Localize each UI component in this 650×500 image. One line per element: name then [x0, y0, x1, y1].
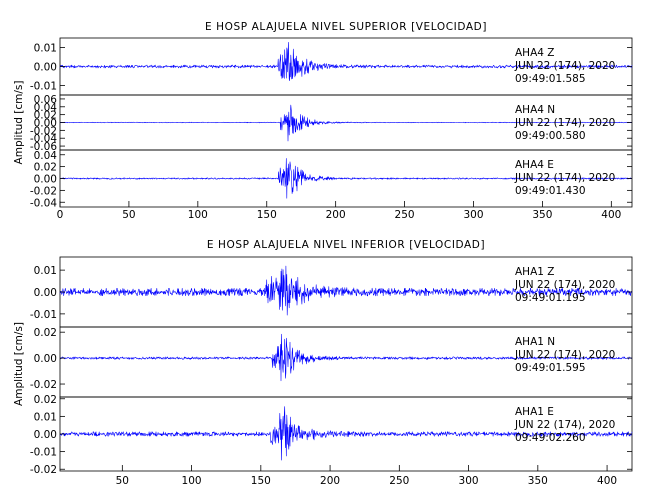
record-time: 09:49:01.585 — [515, 73, 586, 85]
y-tick-label: 0.00 — [34, 62, 57, 74]
y-tick-label: -0.01 — [30, 81, 57, 93]
waveform-trace — [60, 158, 633, 199]
y-tick-label: 0.02 — [34, 110, 57, 122]
panel-aha4-n: 0.060.040.020.00-0.02-0.04-0.06 AHA4 NJUN… — [30, 94, 633, 153]
waveform-trace — [59, 333, 633, 382]
chart-title: E HOSP ALAJUELA NIVEL SUPERIOR [VELOCIDA… — [205, 21, 487, 33]
station-component: AHA1 E — [515, 406, 554, 418]
waveform-trace — [59, 104, 632, 142]
record-date: JUN 22 (174), 2020 — [514, 419, 615, 431]
y-tick-label: -0.01 — [30, 447, 57, 459]
y-tick-label: 0.02 — [34, 394, 57, 406]
record-time: 09:49:01.595 — [515, 362, 586, 374]
y-axis-label: Amplitud [cm/s] — [13, 81, 25, 165]
y-tick-label: 0.00 — [34, 287, 57, 299]
y-tick-label: -0.04 — [30, 197, 57, 209]
x-tick-label: 300 — [459, 475, 479, 487]
x-tick-label: 350 — [532, 209, 552, 221]
x-tick-label: 300 — [463, 209, 483, 221]
y-tick-label: 0.00 — [34, 118, 57, 130]
waveform-trace — [59, 406, 633, 461]
record-date: JUN 22 (174), 2020 — [514, 60, 615, 72]
x-tick-label: 250 — [395, 209, 415, 221]
y-tick-label: -0.02 — [30, 125, 57, 137]
x-tick-label: 250 — [389, 475, 409, 487]
y-tick-label: -0.02 — [30, 185, 57, 197]
y-tick-label: 0.00 — [34, 174, 57, 186]
x-tick-label: 150 — [257, 209, 277, 221]
y-tick-label: -0.02 — [30, 464, 57, 476]
record-date: JUN 22 (174), 2020 — [514, 279, 615, 291]
record-time: 09:49:00.580 — [515, 130, 586, 142]
y-tick-label: 0.02 — [34, 162, 57, 174]
chart-title: E HOSP ALAJUELA NIVEL INFERIOR [VELOCIDA… — [207, 239, 485, 251]
record-date: JUN 22 (174), 2020 — [514, 117, 615, 129]
y-tick-label: 0.00 — [34, 429, 57, 441]
x-tick-label: 0 — [57, 209, 64, 221]
y-tick-label: 0.04 — [34, 102, 58, 114]
y-tick-label: 0.02 — [34, 327, 57, 339]
y-tick-label: -0.06 — [30, 141, 57, 153]
record-time: 09:49:01.430 — [515, 185, 586, 197]
x-tick-label: 350 — [528, 475, 548, 487]
y-tick-label: 0.01 — [34, 265, 57, 277]
y-tick-label: -0.04 — [30, 133, 57, 145]
station-component: AHA4 N — [515, 104, 555, 116]
y-tick-label: 0.01 — [34, 43, 57, 55]
y-axis-label: Amplitud [cm/s] — [13, 322, 25, 406]
chart-nivel-inferior: E HOSP ALAJUELA NIVEL INFERIOR [VELOCIDA… — [13, 239, 633, 487]
x-tick-label: 100 — [188, 209, 208, 221]
station-component: AHA4 E — [515, 159, 554, 171]
x-tick-label: 200 — [326, 209, 346, 221]
x-tick-label: 50 — [116, 475, 129, 487]
y-tick-label: 0.01 — [34, 411, 57, 423]
y-tick-label: 0.04 — [34, 150, 58, 162]
station-component: AHA1 Z — [515, 266, 554, 278]
y-tick-label: 0.06 — [34, 94, 58, 106]
record-date: JUN 22 (174), 2020 — [514, 349, 615, 361]
x-tick-label: 100 — [182, 475, 202, 487]
y-tick-label: 0.00 — [34, 353, 57, 365]
x-tick-label: 50 — [122, 209, 135, 221]
x-tick-label: 400 — [597, 475, 617, 487]
station-component: AHA1 N — [515, 336, 555, 348]
record-time: 09:49:02.260 — [515, 432, 586, 444]
station-component: AHA4 Z — [515, 47, 554, 59]
waveform-trace — [59, 41, 633, 81]
y-tick-label: -0.01 — [30, 309, 57, 321]
record-date: JUN 22 (174), 2020 — [514, 172, 615, 184]
record-time: 09:49:01.195 — [515, 292, 586, 304]
x-tick-label: 200 — [320, 475, 340, 487]
chart-nivel-superior: E HOSP ALAJUELA NIVEL SUPERIOR [VELOCIDA… — [13, 21, 633, 221]
x-tick-label: 400 — [601, 209, 621, 221]
y-tick-label: -0.02 — [30, 379, 57, 391]
waveform-trace — [59, 265, 633, 316]
x-tick-label: 150 — [251, 475, 271, 487]
